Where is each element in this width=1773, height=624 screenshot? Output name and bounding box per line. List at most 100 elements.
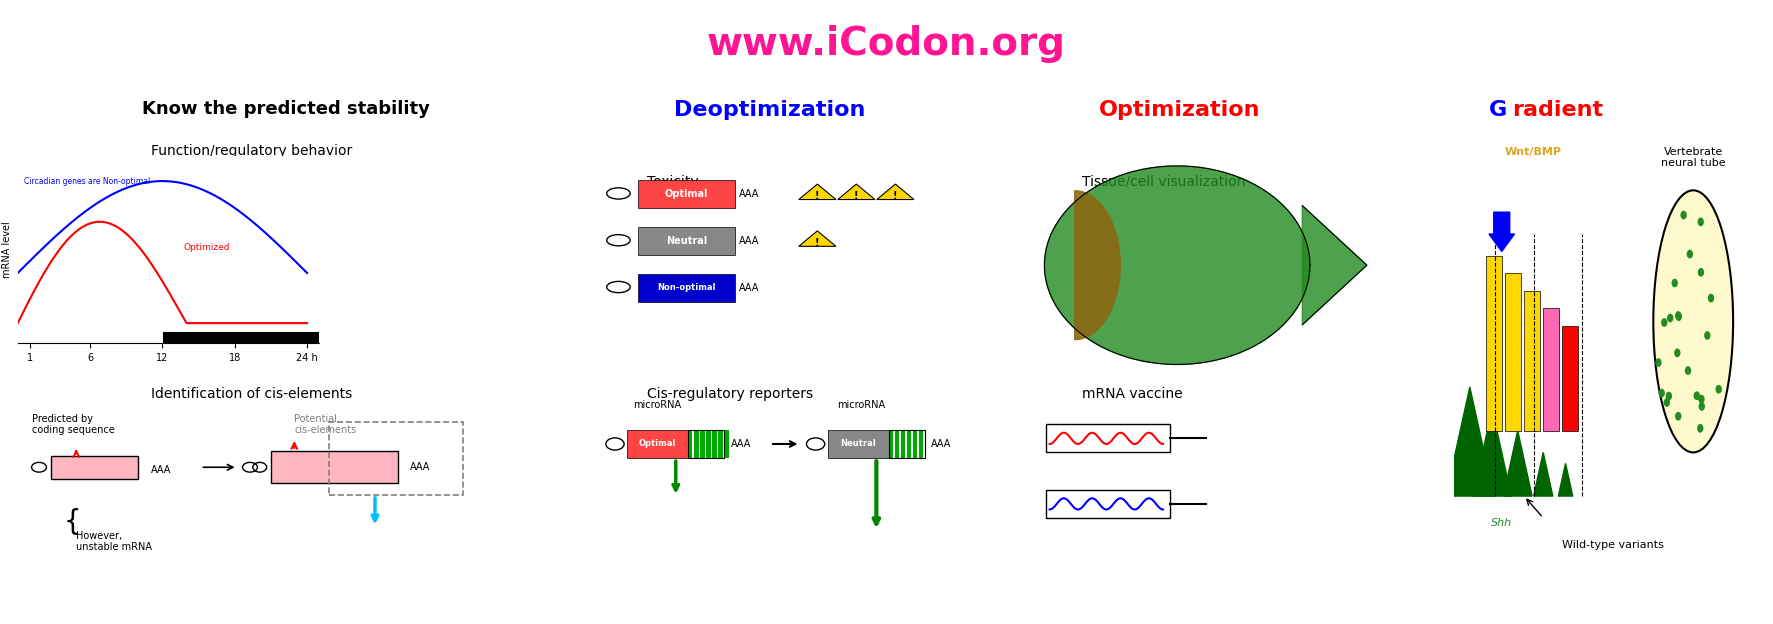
Text: www.iCodon.org: www.iCodon.org [707, 25, 1066, 63]
Polygon shape [1303, 206, 1367, 324]
Text: Optimization: Optimization [1099, 100, 1261, 120]
Circle shape [1704, 331, 1711, 340]
Bar [725, 430, 729, 458]
Text: Cis-regulatory reporters: Cis-regulatory reporters [647, 387, 814, 401]
Text: Neutral: Neutral [667, 236, 707, 246]
Circle shape [1672, 279, 1677, 288]
Text: {: { [64, 509, 82, 537]
Text: !: ! [855, 191, 858, 202]
Bar [1562, 326, 1578, 431]
Text: !: ! [894, 191, 897, 202]
Bar [1486, 256, 1502, 431]
Bar [718, 430, 723, 458]
Circle shape [1716, 385, 1722, 394]
Text: Toxicity: Toxicity [647, 175, 699, 188]
Bar [713, 430, 716, 458]
Polygon shape [1044, 166, 1310, 364]
Text: Predicted by
coding sequence: Predicted by coding sequence [32, 414, 113, 436]
Text: AAA: AAA [730, 439, 750, 449]
Text: Potential
cis-elements: Potential cis-elements [294, 414, 356, 436]
Text: AAA: AAA [739, 189, 759, 200]
Circle shape [1663, 398, 1670, 407]
Circle shape [1661, 318, 1667, 327]
Y-axis label: mRNA level: mRNA level [2, 222, 12, 278]
Bar [895, 430, 899, 458]
Circle shape [1665, 392, 1672, 401]
Text: Optimized: Optimized [184, 243, 230, 251]
FancyBboxPatch shape [638, 227, 736, 255]
Text: microRNA: microRNA [633, 399, 681, 409]
Text: However,
unstable mRNA: However, unstable mRNA [76, 530, 152, 552]
Circle shape [1699, 395, 1704, 404]
FancyBboxPatch shape [828, 430, 888, 458]
FancyBboxPatch shape [271, 451, 399, 484]
Text: AAA: AAA [151, 466, 170, 475]
Text: Circadian genes are Non-optimal: Circadian genes are Non-optimal [23, 177, 151, 186]
Circle shape [1699, 402, 1706, 411]
Circle shape [1697, 424, 1704, 432]
Circle shape [1686, 250, 1693, 258]
FancyBboxPatch shape [1046, 490, 1170, 518]
Bar [693, 430, 699, 458]
Text: Wild-type variants: Wild-type variants [1562, 540, 1665, 550]
Text: radient: radient [1512, 100, 1603, 120]
Ellipse shape [1654, 190, 1734, 452]
Text: Know the predicted stability: Know the predicted stability [142, 100, 429, 118]
Text: mRNA vaccine: mRNA vaccine [1082, 387, 1183, 401]
Bar [706, 430, 711, 458]
Text: Wnt/BMP: Wnt/BMP [1505, 147, 1562, 157]
Polygon shape [1558, 463, 1573, 496]
Bar [888, 430, 926, 458]
Bar [688, 430, 693, 458]
Text: microRNA: microRNA [837, 399, 885, 409]
Bar [1543, 308, 1558, 431]
Bar [700, 430, 704, 458]
Circle shape [1693, 391, 1700, 400]
FancyBboxPatch shape [638, 180, 736, 208]
Text: Non-optimal: Non-optimal [658, 283, 716, 293]
Text: !: ! [816, 191, 819, 202]
Bar [901, 430, 906, 458]
FancyArrow shape [1489, 212, 1514, 251]
Text: Function/regulatory behavior: Function/regulatory behavior [151, 144, 353, 157]
Bar [688, 430, 725, 458]
Circle shape [1675, 312, 1683, 321]
Circle shape [1681, 211, 1686, 220]
Text: AAA: AAA [931, 439, 952, 449]
Text: G: G [1489, 100, 1507, 120]
Circle shape [1675, 412, 1681, 421]
Text: Optimal: Optimal [665, 189, 709, 200]
Text: Optimal: Optimal [638, 439, 676, 449]
Polygon shape [1534, 452, 1553, 496]
FancyBboxPatch shape [638, 274, 736, 302]
Text: AAA: AAA [739, 283, 759, 293]
Text: !: ! [816, 238, 819, 248]
Bar [888, 430, 894, 458]
Text: Vertebrate
neural tube: Vertebrate neural tube [1661, 147, 1725, 168]
FancyBboxPatch shape [628, 430, 688, 458]
Polygon shape [1074, 191, 1121, 339]
Text: Shh: Shh [1491, 518, 1512, 528]
Bar [1525, 291, 1541, 431]
Circle shape [1674, 349, 1681, 358]
Bar [906, 430, 911, 458]
Text: Identification of cis-elements: Identification of cis-elements [151, 387, 353, 401]
Circle shape [1675, 311, 1681, 320]
Circle shape [1656, 358, 1661, 367]
Text: AAA: AAA [410, 462, 429, 472]
Circle shape [1707, 294, 1714, 303]
Polygon shape [1504, 431, 1532, 496]
Circle shape [1699, 268, 1704, 276]
Circle shape [1697, 218, 1704, 227]
Bar [1505, 273, 1521, 431]
FancyBboxPatch shape [1046, 424, 1170, 452]
Text: Tissue/cell visualization: Tissue/cell visualization [1082, 175, 1245, 188]
Text: AAA: AAA [739, 236, 759, 246]
Circle shape [1667, 314, 1674, 323]
Text: Deoptimization: Deoptimization [674, 100, 865, 120]
FancyBboxPatch shape [51, 456, 138, 479]
Bar [918, 430, 924, 458]
Bar [913, 430, 917, 458]
Polygon shape [1473, 409, 1511, 496]
Polygon shape [1447, 387, 1493, 496]
